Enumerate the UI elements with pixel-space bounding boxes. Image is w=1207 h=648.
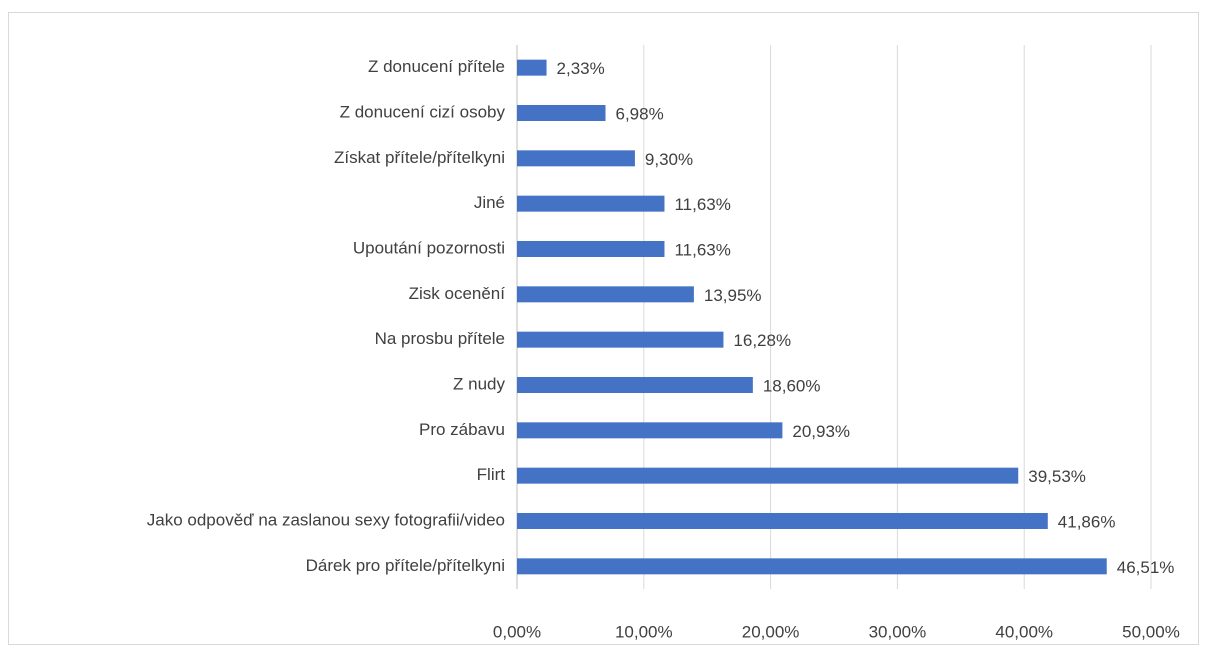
bar	[517, 59, 547, 76]
y-tick-label: Pro zábavu	[419, 420, 505, 439]
value-label: 11,63%	[674, 195, 730, 214]
value-label: 6,98%	[616, 104, 664, 123]
y-tick-label: Získat přítele/přítelkyni	[334, 148, 505, 167]
value-label: 41,86%	[1058, 512, 1116, 531]
bar	[517, 241, 665, 257]
bar	[517, 377, 753, 393]
y-tick-label: Flirt	[477, 465, 506, 484]
x-tick-label: 30,00%	[869, 622, 927, 641]
y-tick-label: Z donucení cizí osoby	[340, 102, 506, 121]
y-tick-label: Z nudy	[453, 374, 505, 393]
y-tick-label: Jiné	[474, 193, 505, 212]
bar	[517, 331, 724, 348]
value-label: 9,30%	[645, 150, 693, 169]
x-tick-label: 40,00%	[995, 622, 1053, 641]
value-label: 20,93%	[792, 422, 850, 441]
x-tick-label: 20,00%	[742, 622, 800, 641]
value-label: 13,95%	[704, 286, 762, 305]
y-tick-label: Dárek pro přítele/přítelkyni	[306, 556, 505, 575]
y-tick-label: Na prosbu přítele	[375, 329, 505, 348]
bar	[517, 558, 1107, 575]
bar	[517, 513, 1048, 529]
x-tick-label: 0,00%	[493, 622, 541, 641]
bar	[517, 105, 606, 121]
x-tick-label: 10,00%	[615, 622, 673, 641]
x-tick-label: 50,00%	[1122, 622, 1180, 641]
value-label: 2,33%	[557, 59, 605, 78]
bar	[517, 422, 783, 439]
y-tick-label: Upoutání pozornosti	[353, 238, 505, 257]
bar	[517, 286, 694, 303]
bar	[517, 150, 635, 167]
value-label: 11,63%	[674, 240, 730, 259]
value-label: 46,51%	[1117, 558, 1175, 577]
bar	[517, 195, 665, 212]
value-label: 39,53%	[1028, 467, 1086, 486]
y-tick-label: Jako odpověď na zaslanou sexy fotografii…	[147, 510, 505, 529]
value-label: 16,28%	[733, 331, 791, 350]
y-tick-label: Z donucení přítele	[368, 57, 505, 76]
bar	[517, 467, 1019, 484]
y-tick-label: Zisk ocenění	[409, 284, 506, 303]
value-label: 18,60%	[763, 376, 821, 395]
